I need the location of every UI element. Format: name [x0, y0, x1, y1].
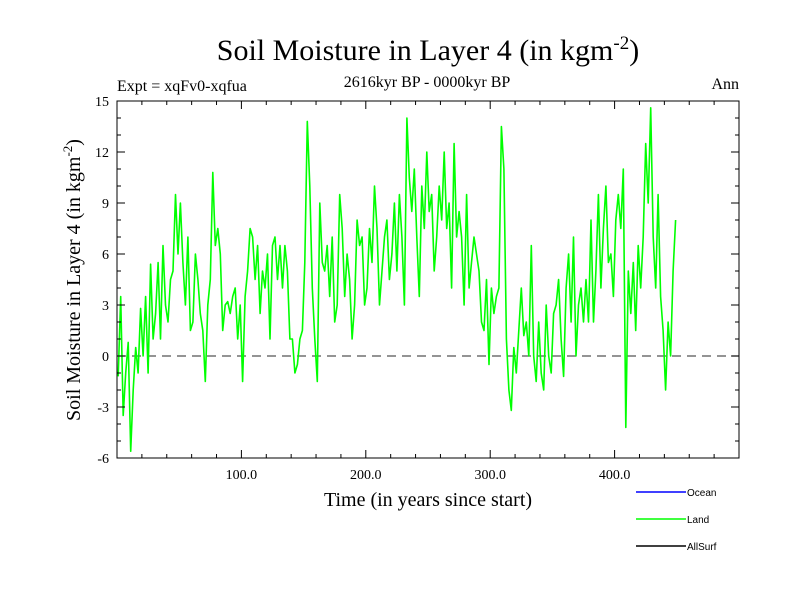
x-tick-label: 100.0	[226, 468, 258, 483]
y-tick-label: 12	[95, 146, 109, 161]
y-tick-label: -3	[97, 401, 109, 416]
legend-label-land: Land	[687, 515, 709, 526]
x-tick-label: 300.0	[474, 468, 506, 483]
x-axis-label: Time (in years since start)	[324, 489, 532, 511]
x-tick-label: 200.0	[350, 468, 382, 483]
y-axis-label: Soil Moisture in Layer 4 (in kgm-2)	[60, 139, 85, 421]
experiment-label: Expt = xqFv0-xqfua	[117, 78, 247, 95]
y-tick-label: 9	[102, 197, 109, 212]
season-label: Ann	[711, 76, 739, 93]
y-tick-label: 15	[95, 95, 109, 110]
chart-subtitle: 2616kyr BP - 0000kyr BP	[344, 74, 511, 91]
y-tick-label: 6	[102, 248, 109, 263]
y-tick-label: 0	[102, 350, 109, 365]
series-line-land	[117, 107, 677, 453]
x-tick-label: 400.0	[599, 468, 631, 483]
y-tick-label: -6	[97, 452, 109, 467]
legend-label-allsurf: AllSurf	[687, 542, 717, 553]
y-tick-label: 3	[102, 299, 109, 314]
legend-label-ocean: Ocean	[687, 488, 716, 499]
plot-frame	[116, 100, 740, 459]
chart-title: Soil Moisture in Layer 4 (in kgm-2)	[217, 33, 639, 67]
